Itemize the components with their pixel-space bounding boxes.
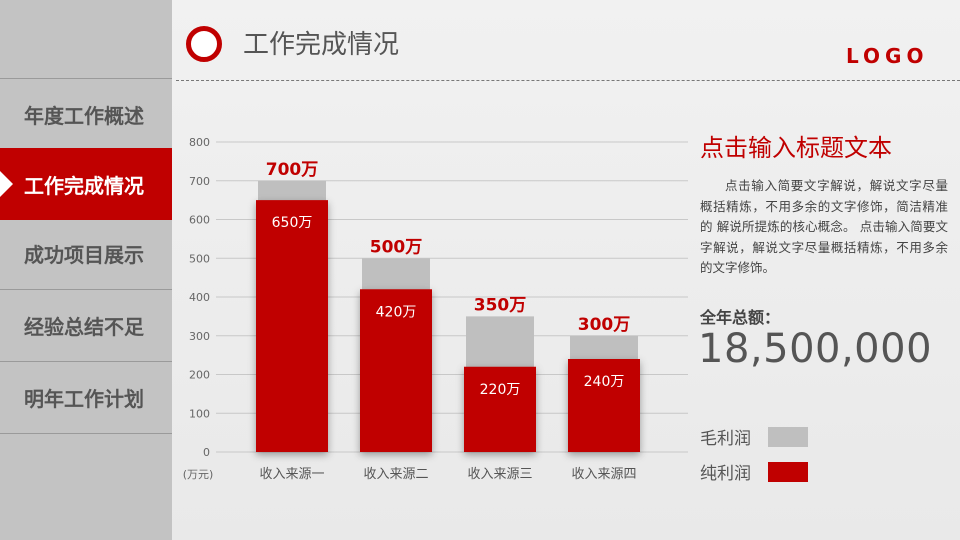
bar-net [464, 366, 536, 452]
data-label-net: 420万 [376, 304, 417, 320]
x-tick-label: 收入来源三 [467, 467, 532, 482]
y-tick-label: 100 [189, 407, 210, 420]
legend-item-net: 纯利润 [700, 459, 808, 484]
sidebar-item-label: 工作完成情况 [24, 173, 144, 198]
header-divider [176, 80, 960, 81]
bar-net [360, 289, 432, 452]
unit-label: (万元) [183, 468, 214, 481]
y-tick-label: 600 [189, 214, 210, 227]
side-description: 点击输入简要文字解说，解说文字尽量概括精炼，不用多余的文字修饰，简洁精准的 解说… [700, 178, 948, 276]
y-tick-label: 300 [189, 330, 210, 343]
bar-net [568, 359, 640, 452]
logo: LOGO [846, 44, 929, 68]
legend-item-gross: 毛利润 [700, 424, 808, 449]
y-tick-label: 0 [203, 446, 210, 459]
data-label-net: 650万 [272, 215, 313, 231]
circle-icon [186, 26, 222, 62]
sidebar-item-project-showcase[interactable]: 成功项目展示 [0, 218, 172, 290]
legend-label: 毛利润 [700, 429, 751, 449]
x-tick-label: 收入来源二 [363, 467, 428, 482]
data-label-gross: 350万 [474, 295, 527, 315]
y-tick-label: 700 [189, 175, 210, 188]
sidebar-divider [0, 78, 172, 79]
legend-label: 纯利润 [700, 464, 751, 484]
sidebar: 年度工作概述 工作完成情况 成功项目展示 经验总结不足 明年工作计划 [0, 0, 172, 540]
sidebar-item-label: 经验总结不足 [24, 315, 144, 339]
bar-net [256, 200, 328, 452]
sidebar-item-annual-overview[interactable]: 年度工作概述 [0, 79, 172, 151]
legend-swatch [768, 461, 808, 482]
bar-chart: 0 100 200 300 400 500 600 700 800 (万元) 700万 650万收入来… [183, 136, 688, 482]
y-tick-label: 500 [189, 252, 210, 265]
x-tick-label: 收入来源四 [571, 467, 636, 482]
legend-swatch [768, 426, 808, 447]
page-title: 工作完成情况 [243, 30, 400, 60]
data-label-gross: 500万 [370, 237, 423, 257]
total-label: 全年总额： [700, 308, 781, 327]
sidebar-item-next-year-plan[interactable]: 明年工作计划 [0, 362, 172, 434]
y-tick-label: 800 [189, 136, 210, 149]
y-tick-label: 400 [189, 291, 210, 304]
data-label-net: 240万 [584, 374, 625, 390]
side-title: 点击输入标题文本 [700, 134, 892, 162]
sidebar-item-label: 明年工作计划 [24, 387, 144, 411]
active-arrow-icon [0, 171, 13, 197]
data-label-gross: 300万 [578, 315, 631, 335]
data-label-gross: 700万 [266, 160, 319, 180]
sidebar-item-experience-summary[interactable]: 经验总结不足 [0, 290, 172, 362]
total-value: 18,500,000 [698, 326, 933, 372]
sidebar-item-label: 年度工作概述 [24, 104, 144, 128]
data-label-net: 220万 [480, 382, 521, 398]
x-tick-label: 收入来源一 [259, 467, 324, 482]
sidebar-item-label: 成功项目展示 [24, 243, 144, 267]
sidebar-item-work-completion[interactable]: 工作完成情况 [0, 148, 172, 220]
y-tick-label: 200 [189, 369, 210, 382]
